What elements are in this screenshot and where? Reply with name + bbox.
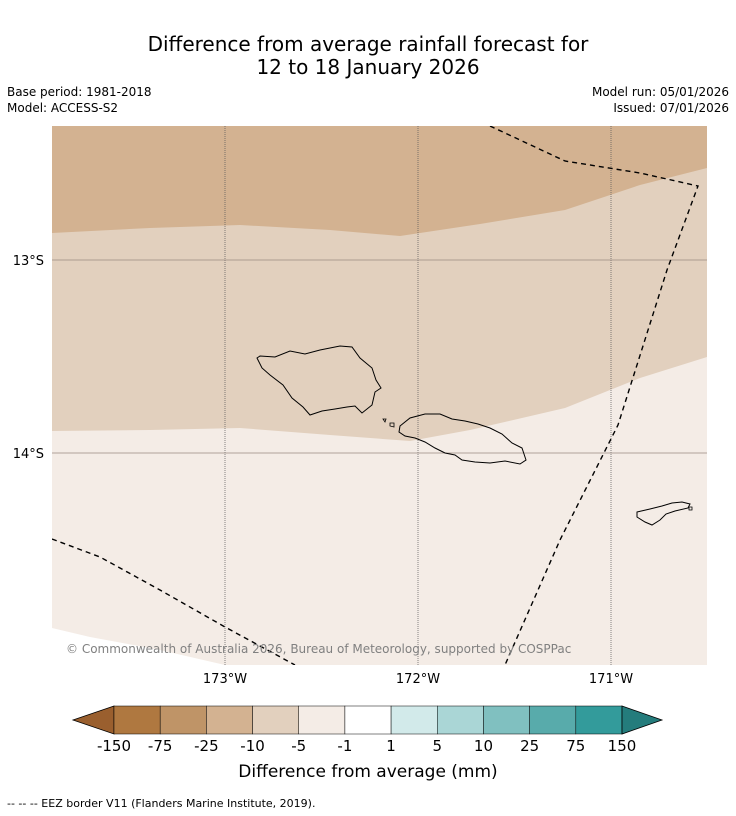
colorbar-tick-label: -5 (291, 737, 307, 755)
colorbar-arrow-high (621, 705, 664, 735)
lon-label-172w: 172°W (396, 672, 440, 687)
colorbar-tick-label: 25 (520, 737, 540, 755)
savaii-island (256, 345, 382, 416)
eez-legend-footnote: -- -- -- EEZ border V11 (Flanders Marine… (7, 797, 316, 810)
colorbar-segment (252, 705, 299, 735)
colorbar-title: Difference from average (mm) (238, 762, 498, 782)
aunuu-islet (688, 506, 693, 511)
no-data-wedge (52, 628, 225, 665)
colorbar-tick-label: 5 (432, 737, 443, 755)
colorbar-segment (529, 705, 577, 735)
colorbar-segment (483, 705, 530, 735)
colorbar-segment (159, 705, 207, 735)
title-line-1: Difference from average rainfall forecas… (147, 32, 589, 56)
colorbar-segment (113, 705, 161, 735)
title-line-2: 12 to 18 January 2026 (256, 55, 480, 79)
rain-band-minus10-to-minus25 (52, 126, 707, 236)
colorbar-tick-label: -25 (194, 737, 219, 755)
colorbar-segment (344, 705, 392, 735)
colorbar-segment (575, 705, 623, 735)
colorbar-tick-label: 75 (566, 737, 586, 755)
colorbar-tick-label: -1 (337, 737, 353, 755)
lon-label-173w: 173°W (203, 672, 247, 687)
colorbar-segment (437, 705, 484, 735)
colorbar (71, 705, 664, 735)
model-name: Model: ACCESS-S2 (7, 101, 119, 115)
colorbar-segment (390, 705, 438, 735)
islet-apolima (382, 418, 387, 423)
colorbar-segment (298, 705, 346, 735)
eez-border-southwest (52, 538, 296, 665)
eez-border-east (489, 126, 699, 665)
issued-date: Issued: 07/01/2026 (613, 101, 729, 115)
colorbar-tick-label: 1 (386, 737, 396, 755)
islet-manono (389, 422, 395, 428)
colorbar-segment (206, 705, 253, 735)
lat-label-14s: 14°S (13, 447, 44, 462)
colorbar-arrow-low (71, 705, 115, 735)
model-run: Model run: 05/01/2026 (591, 85, 729, 99)
lon-label-171w: 171°W (589, 672, 633, 687)
base-period: Base period: 1981-2018 (7, 85, 152, 99)
colorbar-tick-label: 150 (607, 737, 637, 755)
tutuila-island (636, 501, 691, 526)
upolu-island (398, 413, 527, 465)
colorbar-tick-label: -150 (96, 737, 132, 755)
colorbar-tick-label: 10 (473, 737, 493, 755)
colorbar-tick-label: -10 (240, 737, 265, 755)
lat-label-13s: 13°S (13, 254, 44, 269)
copyright-notice: © Commonwealth of Australia 2026, Bureau… (66, 642, 571, 656)
colorbar-tick-label: -75 (147, 737, 173, 755)
